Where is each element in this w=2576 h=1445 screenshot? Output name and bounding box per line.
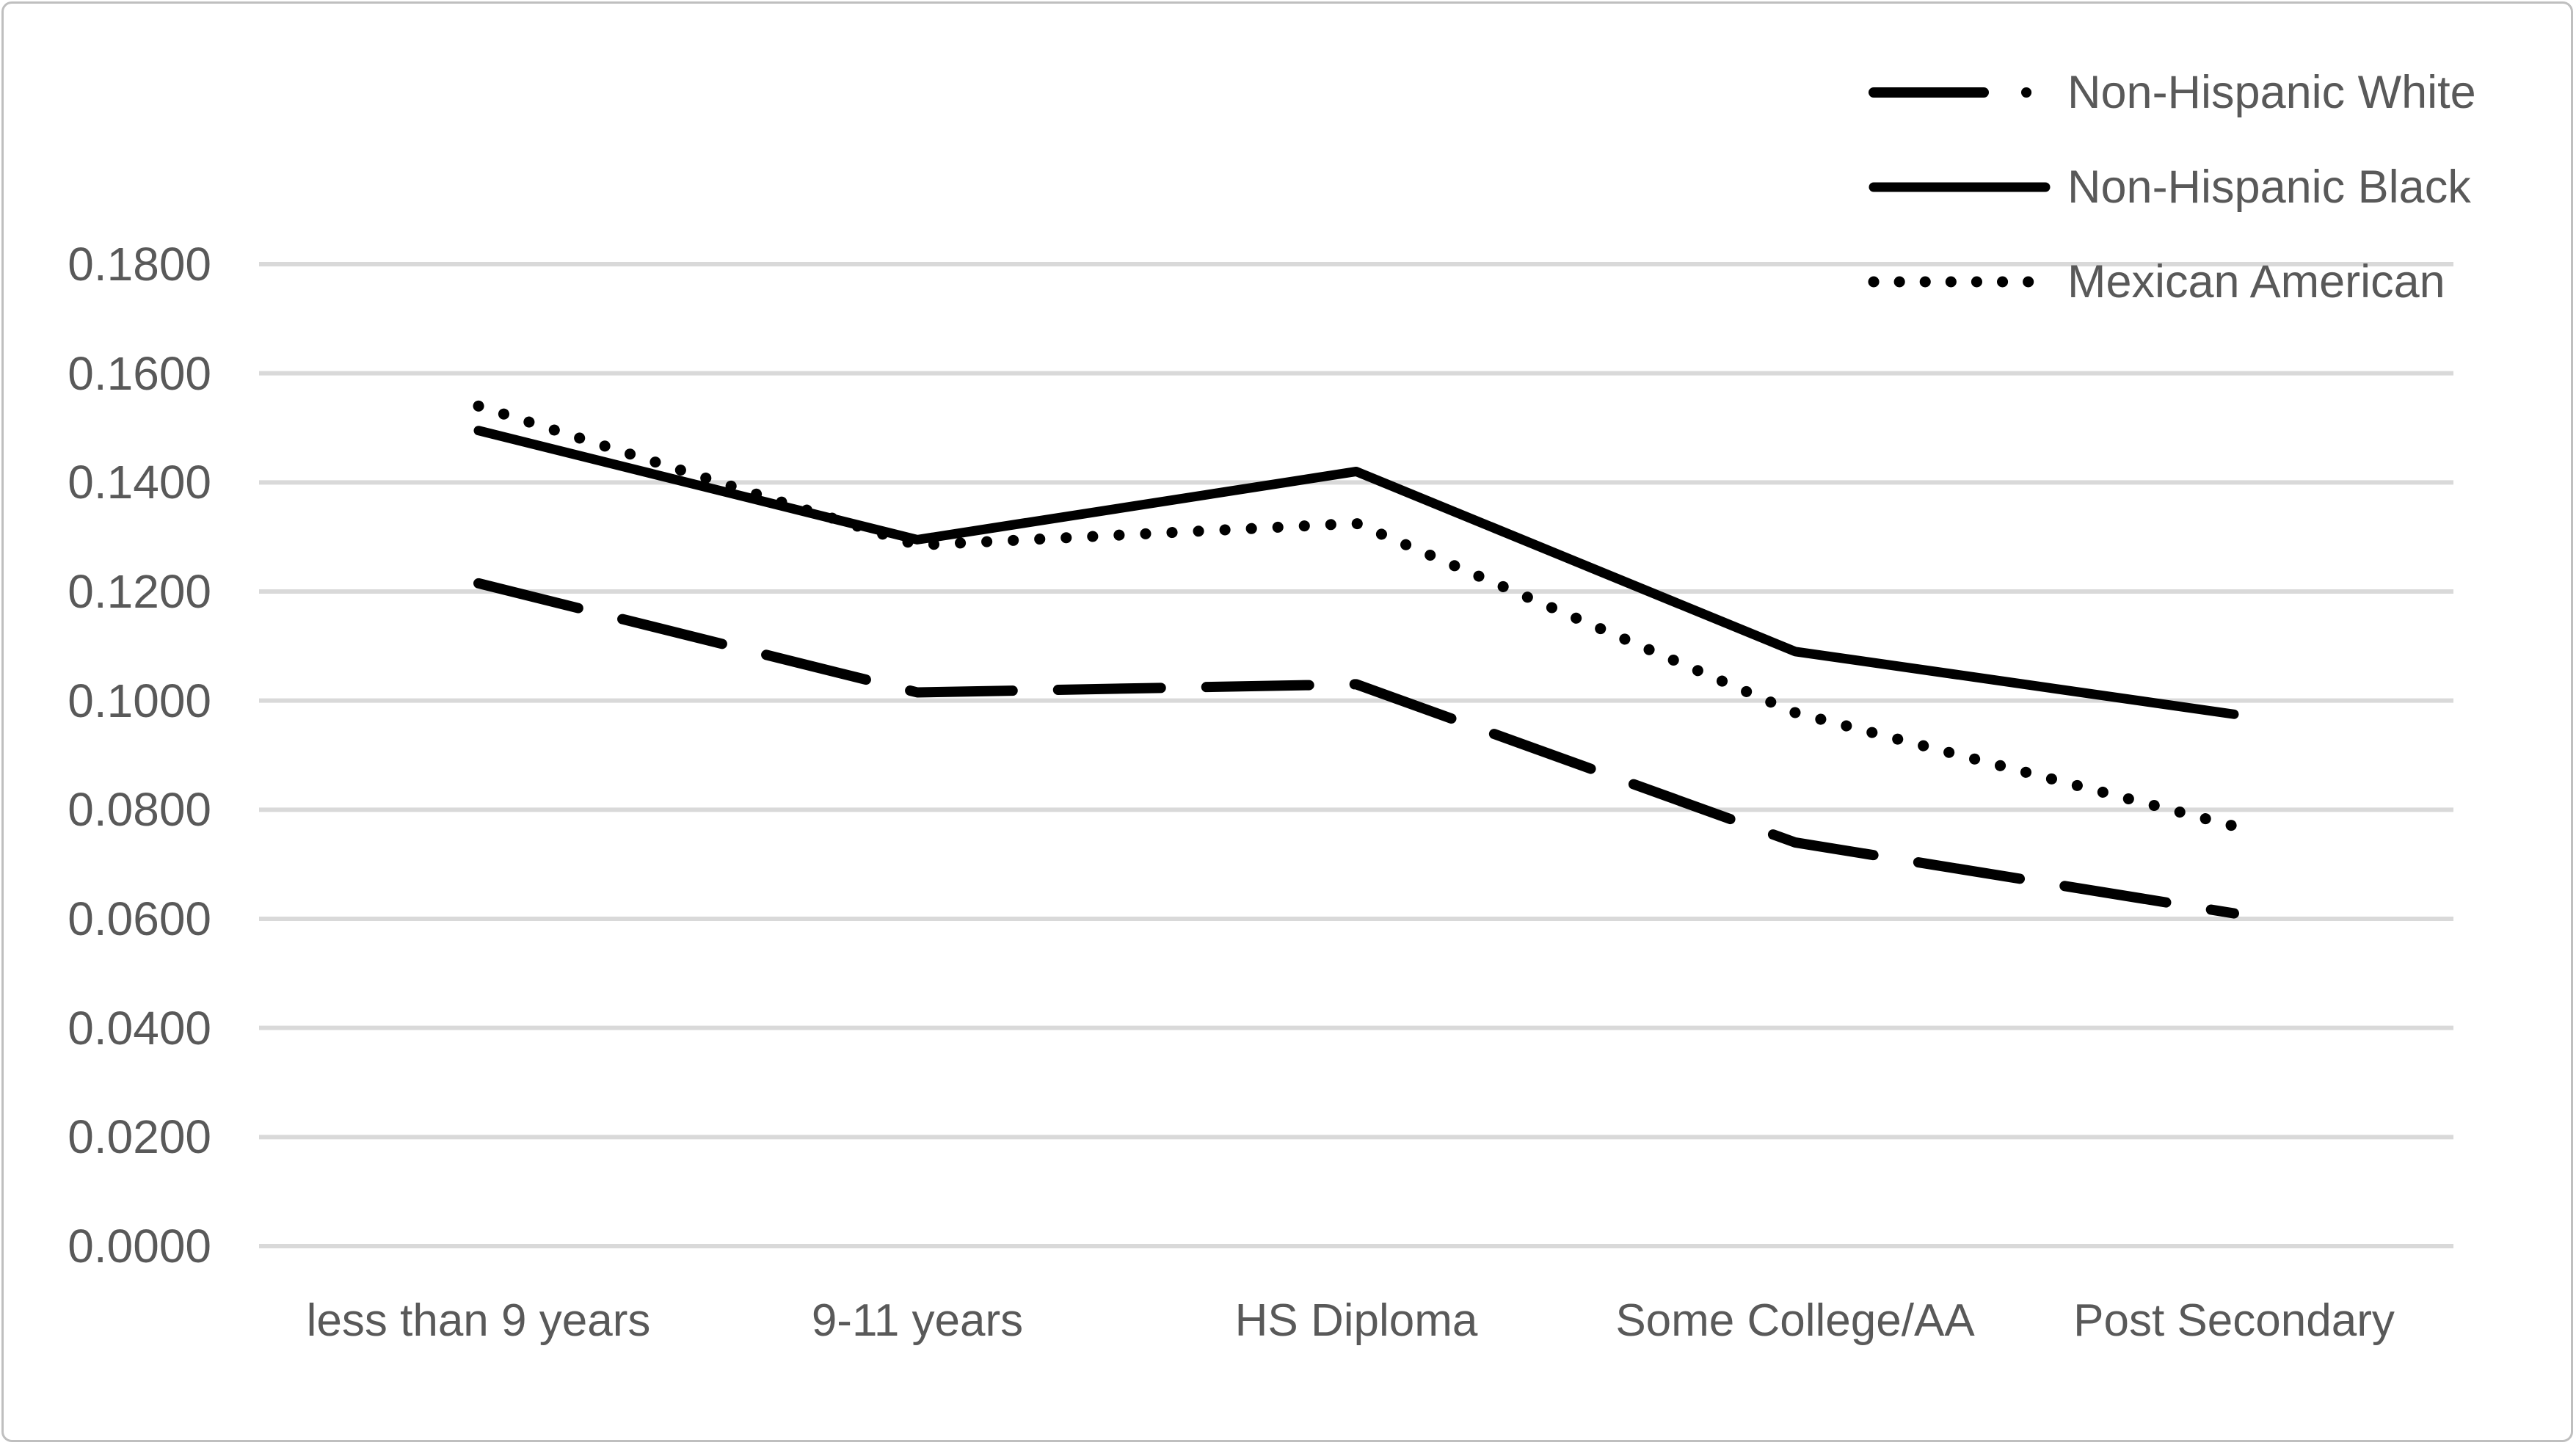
legend-swatch-solid-icon: [1869, 182, 2051, 192]
y-axis-tick-label: 0.1000: [68, 674, 211, 727]
x-axis-category-label: HS Diploma: [1234, 1295, 1478, 1346]
y-axis-tick-label: 0.1600: [68, 346, 211, 400]
legend-item: Non-Hispanic White: [1868, 45, 2476, 139]
y-axis-tick-label: 0.1200: [68, 565, 211, 618]
y-axis-tick-label: 0.0200: [68, 1110, 211, 1164]
y-axis-tick-label: 0.0600: [68, 892, 211, 945]
x-axis-category-label: Post Secondary: [2073, 1295, 2395, 1346]
y-axis-tick-label: 0.0000: [68, 1220, 211, 1273]
series-lines: [473, 400, 2240, 919]
x-axis-category-label: 9-11 years: [811, 1295, 1024, 1346]
legend-label: Mexican American: [2067, 255, 2445, 307]
legend-swatch-dashed-icon: [1869, 87, 2051, 98]
gridlines: [259, 262, 2453, 1248]
x-axis-category-label: less than 9 years: [306, 1295, 651, 1346]
series-line-dotted: [473, 400, 2240, 832]
legend-item: Non-Hispanic Black: [1868, 139, 2476, 234]
legend-item: Mexican American: [1868, 234, 2476, 329]
legend: Non-Hispanic White Non-Hispanic Black Mexi…: [1868, 45, 2476, 329]
series-line-solid: [473, 426, 2239, 719]
y-axis-tick-label: 0.1400: [68, 456, 211, 509]
legend-label: Non-Hispanic White: [2067, 66, 2476, 118]
legend-swatch-dotted-icon: [1868, 276, 2051, 287]
y-axis-tick-label: 0.0400: [68, 1001, 211, 1055]
line-chart-plot-area: [259, 262, 2453, 1248]
y-axis-tick-label: 0.1800: [68, 238, 211, 291]
series-line-dashed: [473, 578, 2239, 919]
x-axis-category-label: Some College/AA: [1615, 1295, 1975, 1346]
y-axis-tick-label: 0.0800: [68, 783, 211, 837]
legend-label: Non-Hispanic Black: [2067, 161, 2471, 213]
